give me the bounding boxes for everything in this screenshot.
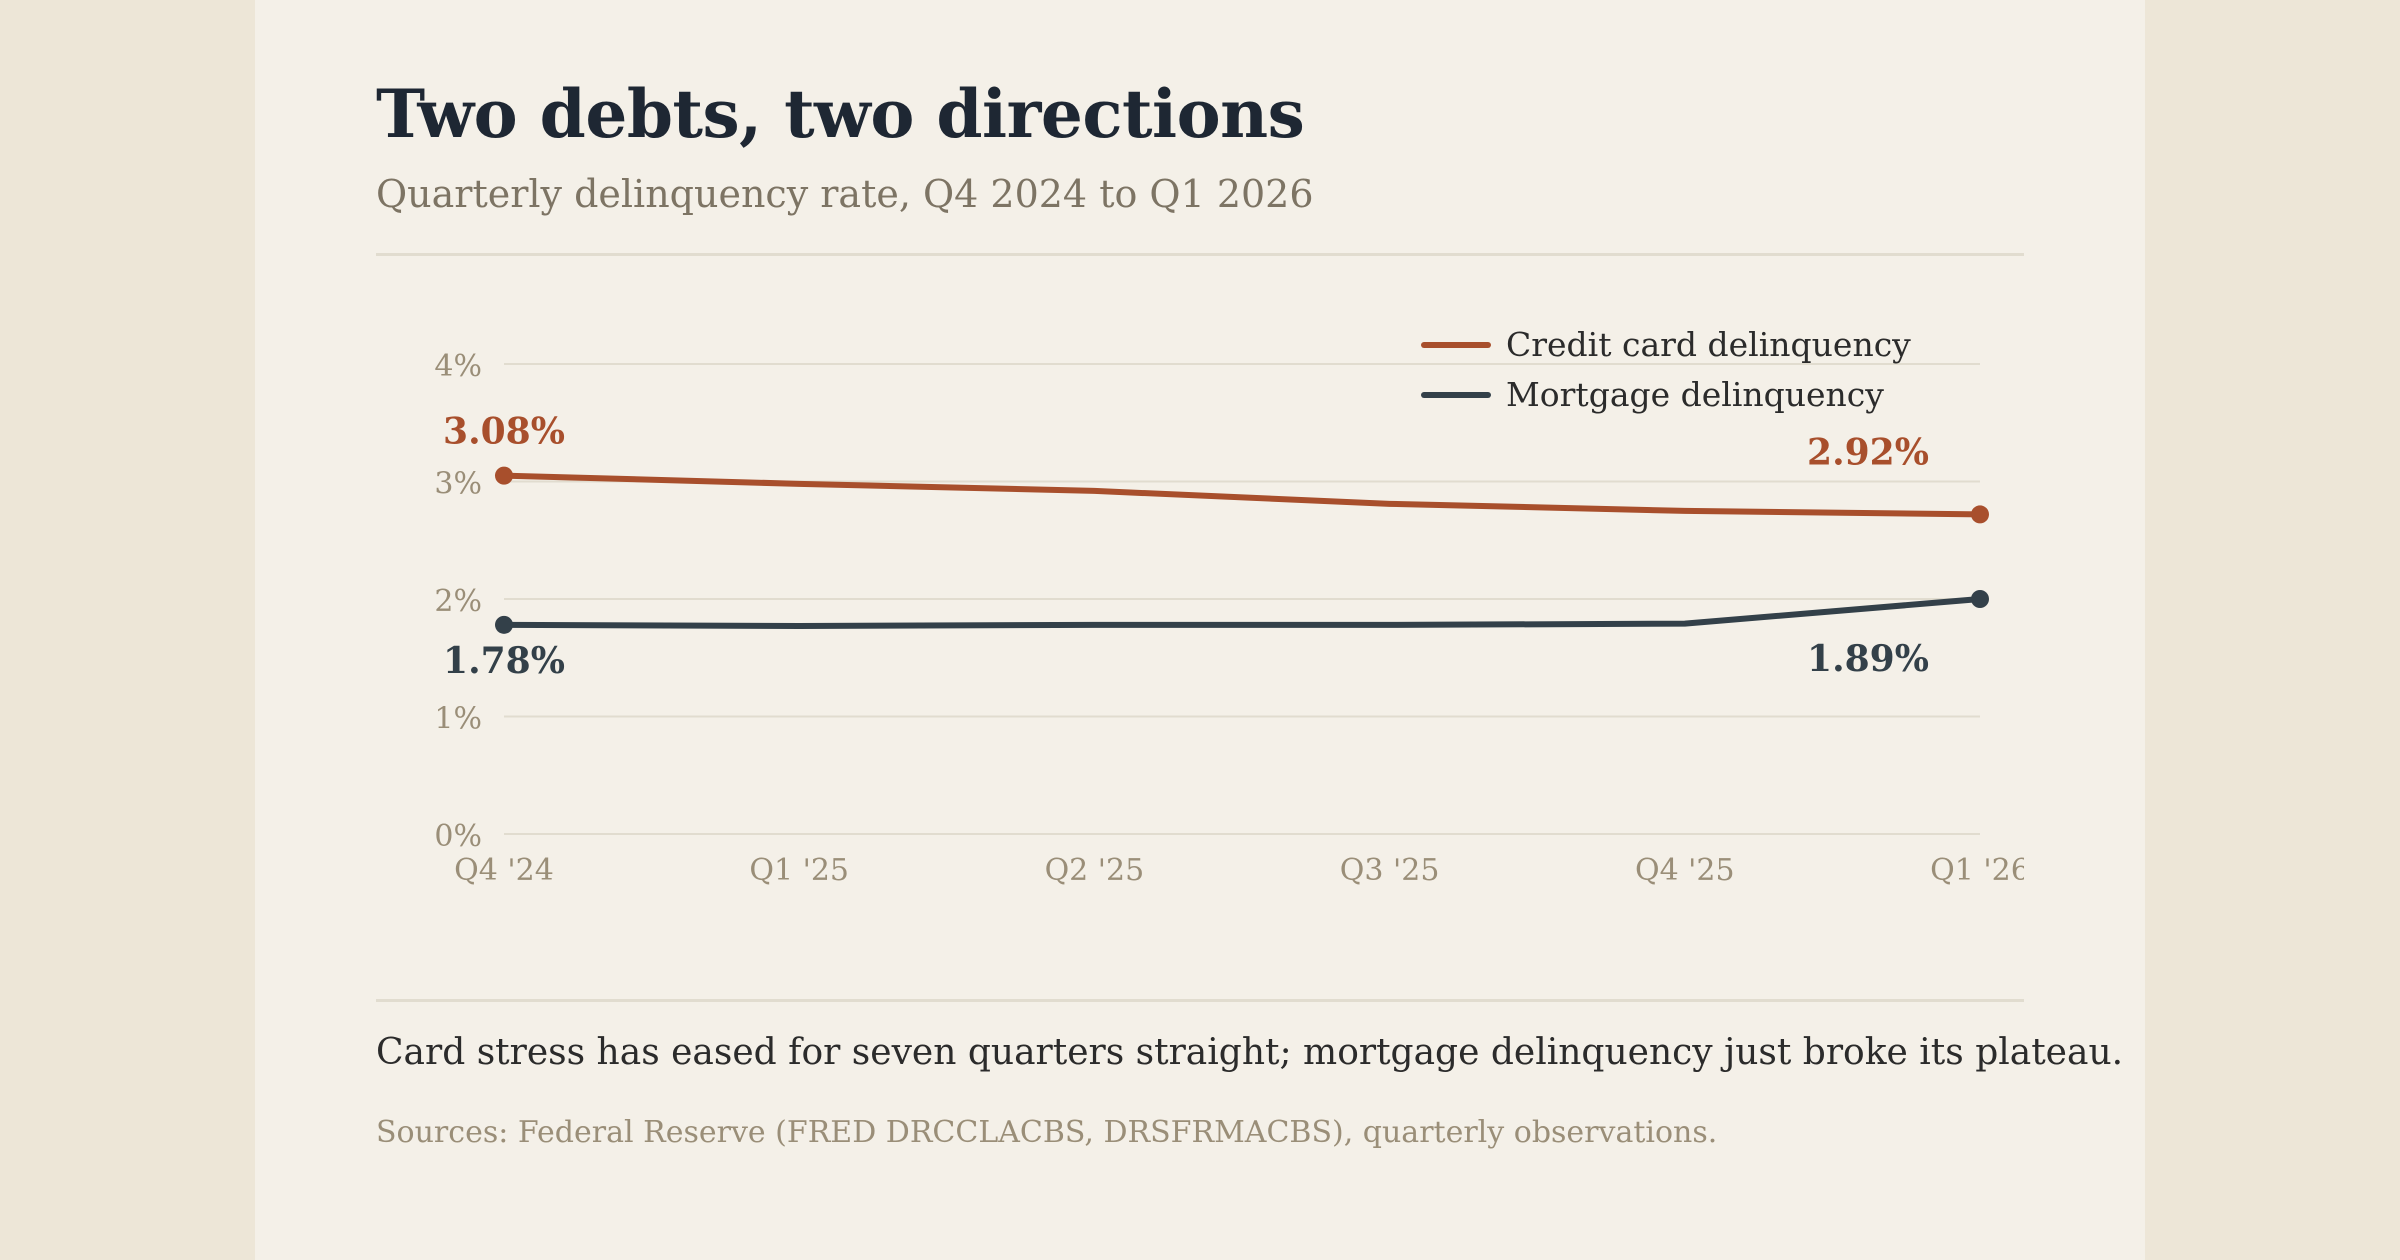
data-point: [495, 615, 513, 634]
data-point: [1971, 505, 1989, 524]
x-tick-label: Q4 '24: [454, 853, 554, 888]
x-tick-label: Q3 '25: [1340, 853, 1440, 888]
legend-label: Credit card delinquency: [1506, 325, 1911, 364]
y-tick-label: 2%: [434, 584, 482, 619]
end-value-label: 1.89%: [1807, 638, 1929, 680]
start-value-label: 3.08%: [443, 411, 565, 453]
chart-caption: Card stress has eased for seven quarters…: [376, 1032, 2124, 1073]
x-tick-label: Q2 '25: [1045, 853, 1145, 888]
y-tick-label: 4%: [434, 349, 482, 384]
chart-card: [255, 0, 2145, 1260]
header-divider: [376, 253, 2024, 256]
legend-label: Mortgage delinquency: [1506, 375, 1884, 414]
data-labels: 3.08% 2.92% 1.78% 1.89%: [443, 411, 1929, 682]
x-tick-label: Q1 '25: [749, 853, 849, 888]
chart-source: Sources: Federal Reserve (FRED DRCCLACBS…: [376, 1115, 1718, 1150]
footer-divider: [376, 999, 2024, 1002]
data-point: [1971, 590, 1989, 608]
y-tick-label: 1%: [434, 702, 482, 737]
x-tick-label: Q4 '25: [1635, 853, 1735, 888]
gridlines: [504, 363, 1980, 835]
x-tick-label: Q1 '26: [1930, 853, 2024, 888]
y-tick-label: 0%: [434, 819, 482, 854]
x-axis-ticks: Q4 '24 Q1 '25 Q2 '25 Q3 '25 Q4 '25 Q1 '26: [454, 853, 2024, 888]
y-axis-ticks: 0% 1% 2% 3% 4%: [434, 349, 482, 854]
end-value-label: 2.92%: [1807, 431, 1929, 473]
chart-title: Two debts, two directions: [376, 75, 1305, 153]
y-tick-label: 3%: [434, 467, 482, 502]
series-line: [501, 596, 1983, 630]
line-chart: 0%1%2%3%4% Q4 '24 Q1 '25 Q2 '25 Q3 '25 Q4 '2…: [434, 325, 2024, 888]
series-lines: [495, 466, 1989, 634]
legend: Credit card delinquency Mortgage delinque…: [1421, 325, 1911, 414]
series-line: [501, 472, 1983, 518]
data-point: [495, 466, 513, 485]
chart-subtitle: Quarterly delinquency rate, Q4 2024 to Q…: [376, 172, 1314, 216]
start-value-label: 1.78%: [443, 640, 565, 682]
